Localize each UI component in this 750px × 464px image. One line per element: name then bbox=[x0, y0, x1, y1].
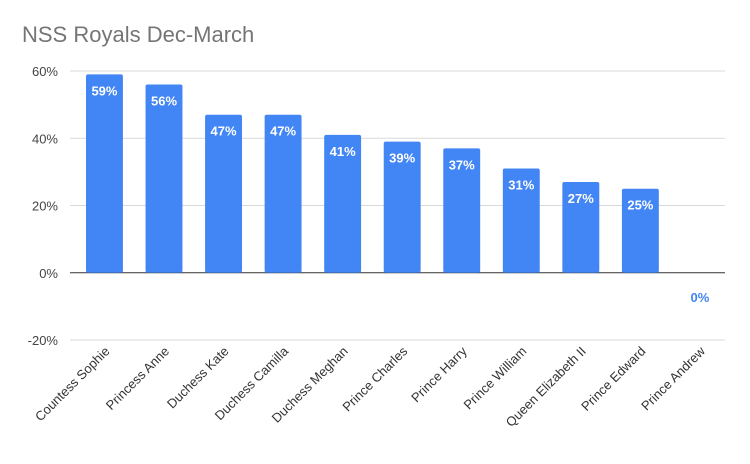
data-label: 31% bbox=[508, 178, 534, 193]
chart-title: NSS Royals Dec-March bbox=[22, 22, 254, 47]
bar bbox=[383, 141, 421, 273]
bar bbox=[205, 114, 243, 273]
x-tick-label: Duchess Kate bbox=[164, 344, 232, 412]
bar bbox=[443, 148, 481, 273]
bar bbox=[145, 84, 183, 273]
y-tick-label: -20% bbox=[28, 333, 59, 348]
bar bbox=[502, 168, 540, 273]
bar bbox=[562, 181, 600, 273]
data-label: 56% bbox=[151, 93, 177, 108]
data-label: 47% bbox=[270, 124, 296, 139]
bar bbox=[324, 134, 362, 273]
x-tick-label: Prince Harry bbox=[408, 343, 470, 405]
data-label: 41% bbox=[330, 144, 356, 159]
y-tick-label: 0% bbox=[39, 266, 58, 281]
data-label: 0% bbox=[691, 290, 710, 305]
bar bbox=[86, 74, 123, 273]
data-label: 27% bbox=[568, 191, 594, 206]
y-tick-label: 60% bbox=[32, 64, 58, 79]
bar bbox=[264, 114, 302, 273]
data-label: 47% bbox=[211, 124, 237, 139]
data-label: 37% bbox=[449, 157, 475, 172]
x-tick-label: Princess Anne bbox=[103, 344, 172, 413]
data-label: 59% bbox=[91, 83, 117, 98]
bar bbox=[621, 188, 659, 273]
x-tick-label: Prince Andrew bbox=[638, 343, 708, 413]
y-tick-label: 40% bbox=[32, 131, 58, 146]
x-tick-label: Countess Sophie bbox=[32, 344, 113, 425]
data-label: 25% bbox=[627, 198, 653, 213]
y-tick-label: 20% bbox=[32, 199, 58, 214]
data-label: 39% bbox=[389, 151, 415, 166]
